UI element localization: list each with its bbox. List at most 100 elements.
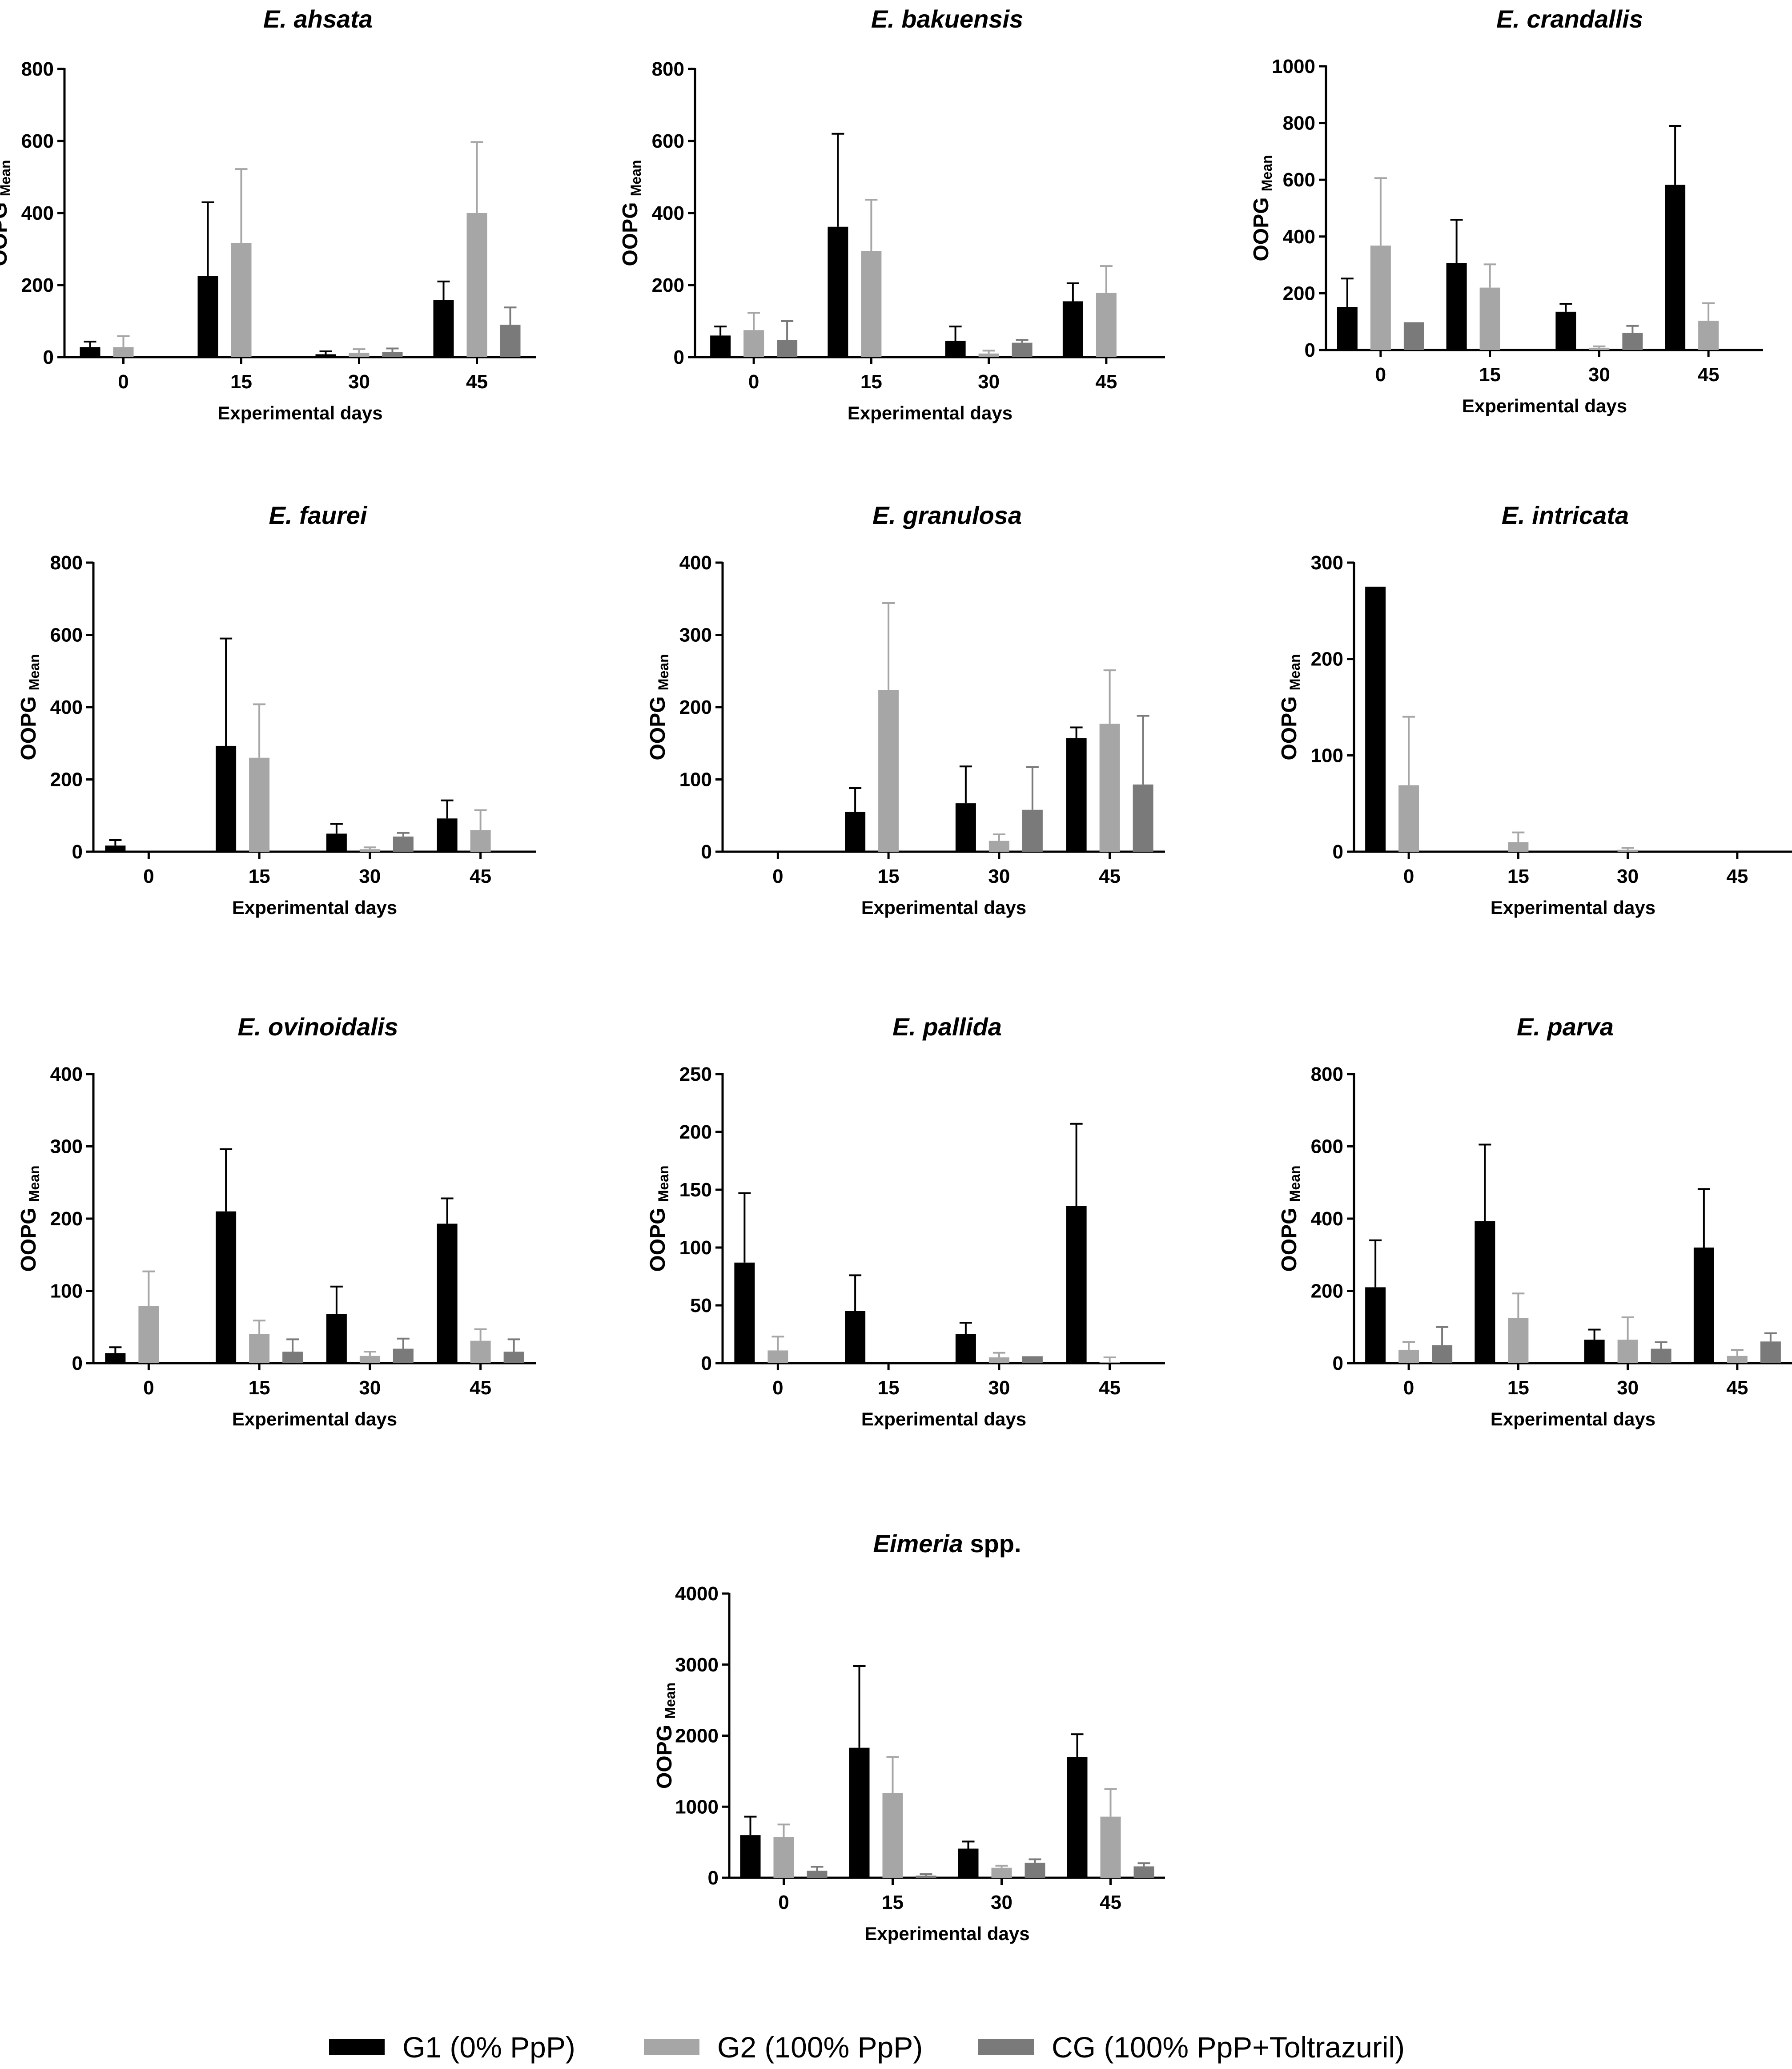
x-tick-label: 15 — [860, 371, 882, 393]
y-tick-label: 600 — [21, 130, 54, 152]
bar-g1-day0 — [105, 845, 126, 852]
y-tick-label: 100 — [50, 1280, 83, 1302]
x-axis-label: Experimental days — [1491, 1409, 1655, 1429]
bar-g1-day0 — [1365, 587, 1386, 852]
y-tick-label: 2000 — [675, 1725, 719, 1747]
bar-g2-day0 — [1398, 1349, 1419, 1363]
x-tick-label: 30 — [359, 1377, 381, 1399]
y-axis-label-main: OOPG — [0, 196, 12, 266]
bar-g1-day45 — [1665, 185, 1686, 350]
chart-title-text: E. parva — [1517, 1013, 1614, 1041]
y-tick-label: 600 — [1283, 169, 1315, 191]
x-tick-label: 0 — [143, 1377, 154, 1399]
bar-g2-day15 — [878, 690, 899, 852]
y-axis-label: OOPG Mean — [17, 654, 42, 760]
chart-title-text: E. pallida — [892, 1013, 1002, 1041]
bar-g1-day15 — [1446, 263, 1467, 350]
y-axis-label-main: OOPG — [1250, 191, 1273, 261]
y-tick-label: 100 — [679, 769, 712, 791]
y-axis-label: OOPG Mean — [653, 1683, 678, 1789]
chart-title: E. ovinoidalis — [238, 1013, 398, 1041]
y-tick-label: 1000 — [1272, 56, 1315, 77]
bar-g2-day30 — [1589, 347, 1610, 350]
bar-cg-day30 — [1025, 1863, 1045, 1878]
bar-cg-day15 — [282, 1352, 303, 1363]
legend-item-cg: CG (100% PpP+Toltrazuril) — [978, 2031, 1405, 2064]
bar-g1-day30 — [945, 341, 966, 357]
x-tick-label: 45 — [1099, 865, 1121, 887]
chart-title-text: Eimeria — [873, 1530, 963, 1558]
bar-g2-day0 — [1370, 246, 1391, 350]
bar-cg-day30 — [1022, 1356, 1043, 1363]
y-tick-label: 50 — [690, 1295, 712, 1316]
bar-g1-day15 — [216, 1211, 237, 1363]
x-tick-label: 15 — [1479, 364, 1501, 386]
bar-g2-day30 — [359, 849, 380, 852]
y-axis-label-sub: Mean — [655, 1165, 671, 1202]
legend-swatch-g2 — [644, 2039, 699, 2055]
x-axis-label: Experimental days — [864, 1923, 1029, 1944]
chart-panel-8: E. parva 0 200 400 600 800 OOPG Mean 0 15 30 45 Exp… — [1278, 1013, 1792, 1429]
bar-g1-day15 — [216, 745, 237, 852]
legend-label-g1: G1 (0% PpP) — [402, 2031, 575, 2064]
bar-g2-day45 — [1099, 1362, 1120, 1363]
legend-label-g2: G2 (100% PpP) — [717, 2031, 923, 2064]
chart-panel-3: E. faurei 0 200 400 600 800 OOPG Mean 0 15 30 45 Ex… — [17, 501, 536, 918]
y-tick-label: 100 — [679, 1237, 712, 1259]
bar-g1-day15 — [849, 1747, 870, 1878]
y-tick-label: 0 — [1305, 339, 1315, 361]
x-axis-label: Experimental days — [1462, 395, 1627, 416]
y-axis-label-sub: Mean — [1287, 654, 1303, 690]
bar-g1-day30 — [955, 803, 976, 852]
y-axis-label-main: OOPG — [646, 1202, 670, 1272]
x-tick-label: 30 — [1617, 1377, 1639, 1399]
bar-g1-day15 — [845, 812, 866, 852]
y-tick-label: 250 — [679, 1063, 712, 1085]
y-tick-label: 0 — [72, 1352, 83, 1374]
x-tick-label: 30 — [988, 1377, 1010, 1399]
x-tick-label: 45 — [1726, 865, 1748, 887]
bar-g1-day30 — [326, 1314, 347, 1363]
y-tick-label: 200 — [652, 274, 684, 296]
chart-panel-7: E. pallida 0 50 100 150 200 250 OOPG Mean 0 15 30 4… — [646, 1013, 1165, 1429]
legend-swatch-cg — [978, 2039, 1034, 2055]
x-tick-label: 45 — [1100, 1892, 1121, 1913]
x-tick-label: 15 — [878, 865, 900, 887]
x-tick-label: 30 — [978, 371, 1000, 393]
y-tick-label: 400 — [21, 202, 54, 224]
bar-g1-day0 — [734, 1262, 755, 1363]
bar-g1-day15 — [845, 1311, 866, 1363]
bar-g2-day0 — [773, 1837, 794, 1878]
chart-panel-0: E. ahsata 0 200 400 600 800 OOPG Mean 0 15 30 45 Ex… — [0, 5, 536, 423]
bar-g1-day45 — [433, 300, 454, 357]
y-tick-label: 1000 — [675, 1796, 719, 1818]
bar-g2-day0 — [113, 347, 134, 357]
x-tick-label: 45 — [1726, 1377, 1748, 1399]
chart-title: E. intricata — [1502, 501, 1629, 529]
x-tick-label: 45 — [1099, 1377, 1121, 1399]
bar-g2-day30 — [1617, 849, 1638, 852]
x-tick-label: 30 — [991, 1892, 1013, 1913]
legend-item-g2: G2 (100% PpP) — [644, 2031, 923, 2064]
y-tick-label: 200 — [1283, 282, 1315, 304]
x-tick-label: 30 — [988, 865, 1010, 887]
y-tick-label: 800 — [1283, 113, 1315, 134]
bar-cg-day15 — [916, 1876, 936, 1878]
bar-cg-day30 — [393, 1348, 414, 1363]
y-axis-label-sub: Mean — [26, 654, 42, 690]
bar-g1-day30 — [955, 1334, 976, 1363]
bar-g2-day15 — [231, 243, 252, 357]
y-axis-label-sub: Mean — [1259, 155, 1275, 191]
bar-g1-day45 — [1693, 1248, 1714, 1363]
bar-g1-day15 — [828, 226, 848, 357]
chart-title-text: E. granulosa — [872, 501, 1022, 529]
chart-title: E. parva — [1517, 1013, 1614, 1041]
chart-panel-9: Eimeria spp. 0 1000 2000 3000 4000 OOPG Mean 0 1… — [653, 1530, 1165, 1944]
y-axis-label: OOPG Mean — [0, 160, 13, 266]
chart-panel-6: E. ovinoidalis 0 100 200 300 400 OOPG Mean 0 15 3… — [17, 1013, 536, 1429]
y-tick-label: 400 — [50, 1063, 83, 1085]
bar-cg-day30 — [1622, 333, 1643, 350]
x-tick-label: 15 — [878, 1377, 900, 1399]
bar-g2-day0 — [1398, 785, 1419, 852]
bar-g2-day15 — [249, 1334, 270, 1363]
